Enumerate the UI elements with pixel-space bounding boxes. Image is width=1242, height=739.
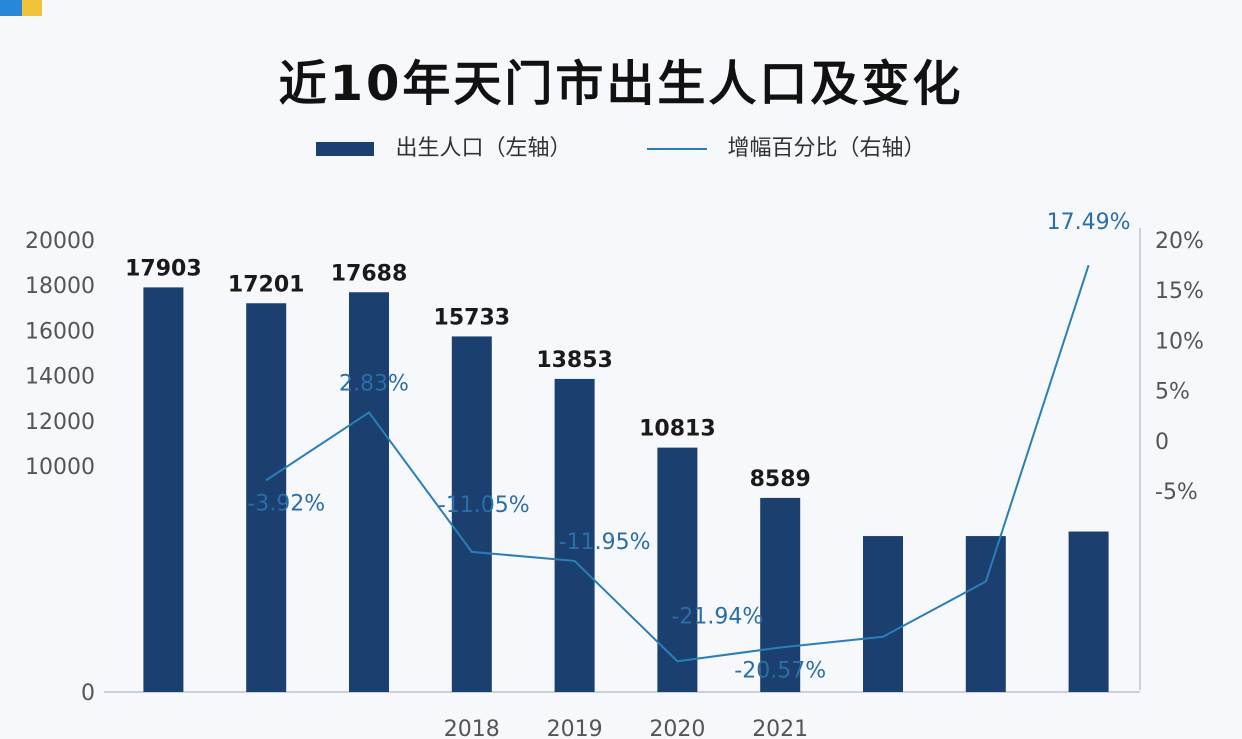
bar <box>760 497 801 692</box>
bar-value-label: 15733 <box>434 305 511 330</box>
legend: 出生人口（左轴） 增幅百分比（右轴） <box>0 130 1242 162</box>
legend-bar-swatch <box>316 142 375 156</box>
growth-value-label: -21.94% <box>671 604 763 629</box>
bar-value-label: 13853 <box>536 348 613 373</box>
right-tick-label: 0 <box>1155 430 1169 455</box>
right-tick-label: 5% <box>1155 380 1190 405</box>
bar-value-label: 8589 <box>750 467 811 492</box>
bar-value-label: 17688 <box>331 261 408 286</box>
legend-line-item: 增幅百分比（右轴） <box>646 130 926 162</box>
bar <box>349 292 389 692</box>
chart-title: 近10年天门市出生人口及变化 <box>278 56 964 112</box>
left-tick-label: 10000 <box>25 455 95 480</box>
left-tick-label: 12000 <box>25 410 95 435</box>
corner-mark-yellow <box>22 0 42 16</box>
bar-value-label: 17903 <box>125 256 202 281</box>
left-tick-label: 0 <box>81 681 95 706</box>
legend-line-swatch <box>646 148 707 150</box>
bar <box>657 447 698 692</box>
bar <box>246 303 287 692</box>
left-tick-label: 14000 <box>25 365 95 390</box>
bar-value-label: 10813 <box>639 417 716 442</box>
legend-bar-item: 出生人口（左轴） <box>316 130 572 162</box>
bar <box>863 536 903 692</box>
bar <box>1068 531 1109 692</box>
growth-value-label: -20.57% <box>734 659 826 684</box>
growth-value-label: -3.92% <box>247 491 325 516</box>
bar <box>554 378 595 692</box>
x-tick-label: 2021 <box>752 717 808 739</box>
right-tick-label: 10% <box>1155 329 1204 354</box>
right-tick-label: -5% <box>1155 480 1198 505</box>
growth-value-label: -11.95% <box>559 530 651 555</box>
right-tick-label: 15% <box>1155 279 1204 304</box>
x-tick-label: 2019 <box>547 717 603 739</box>
left-tick-label: 18000 <box>25 274 95 299</box>
growth-line <box>265 264 1090 663</box>
legend-bar-label: 出生人口（左轴） <box>395 136 572 161</box>
corner-mark-blue <box>0 0 22 16</box>
x-tick-label: 2020 <box>649 717 705 739</box>
x-tick-label: 2018 <box>444 717 500 739</box>
right-tick-label: 20% <box>1155 229 1204 254</box>
growth-value-label: -11.05% <box>438 493 530 518</box>
growth-value-label: 2.83% <box>339 371 409 396</box>
growth-value-label: 17.49% <box>1047 210 1131 235</box>
left-tick-label: 16000 <box>25 319 95 344</box>
bar <box>965 536 1006 692</box>
bar <box>143 287 184 692</box>
left-tick-label: 20000 <box>25 229 95 254</box>
bar <box>451 336 492 692</box>
bar-value-label: 17201 <box>228 272 305 297</box>
legend-line-label: 增幅百分比（右轴） <box>727 136 926 161</box>
